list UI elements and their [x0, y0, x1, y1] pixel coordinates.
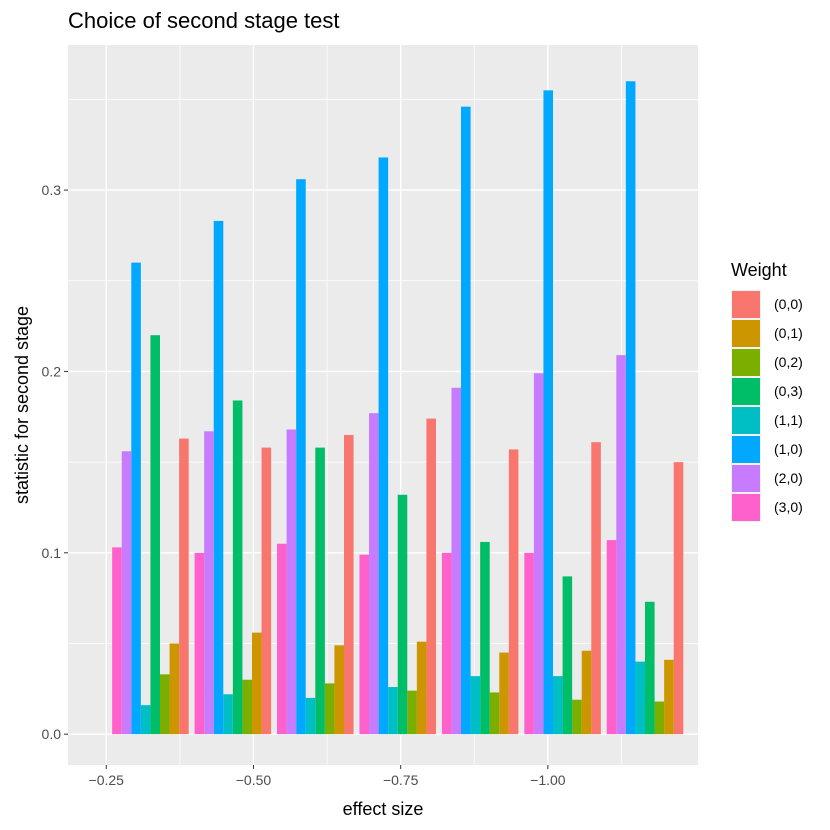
bar-(3,0)--1.75 [606, 540, 617, 735]
bar-(1,0)--0.25 [131, 262, 141, 735]
legend: Weight (0,0) (0,1) (0,2) (0,3) (1,1) (1,0) (2,… [731, 260, 803, 522]
bar-(0,2)--0.25 [159, 674, 170, 735]
legend-label: (0,0) [774, 296, 803, 312]
bar-(1,1)--0.25 [140, 705, 151, 735]
bar-(3,0)--1.25 [441, 552, 452, 735]
legend-label: (3,0) [774, 499, 803, 515]
bars [112, 81, 684, 735]
bar-(1,0)--0.50 [213, 220, 224, 735]
legend-swatch [732, 378, 760, 405]
y-tick-label: 0.0 [42, 726, 62, 742]
bar-(1,0)--0.75 [296, 179, 306, 735]
bar-(3,0)--0.75 [277, 543, 287, 735]
bar-(0,0)--0.75 [343, 434, 354, 735]
legend-item: (0,0) [731, 290, 803, 319]
bar-(0,1)--1.75 [664, 659, 674, 735]
legend-item: (0,3) [731, 377, 803, 406]
bar-(0,0)--0.25 [179, 438, 189, 735]
legend-label: (0,3) [774, 383, 803, 399]
bar-(0,2)--1.75 [654, 701, 665, 735]
legend-label: (1,0) [774, 441, 803, 457]
bar-(1,1)--1.75 [635, 661, 646, 735]
bar-(3,0)--0.50 [194, 552, 205, 735]
x-tick-label: −0.50 [236, 772, 272, 788]
bar-(0,2)--0.75 [324, 683, 335, 735]
legend-title: Weight [731, 260, 787, 280]
legend-label: (2,0) [774, 470, 803, 486]
legend-item: (0,2) [731, 348, 803, 377]
bar-(3,0)--1.50 [524, 552, 534, 735]
legend-item: (0,1) [731, 319, 803, 348]
legend-swatch [732, 494, 760, 521]
bar-(0,3)--0.50 [232, 400, 243, 735]
bar-(1,0)--1.50 [543, 90, 554, 735]
legend-item: (1,1) [731, 406, 803, 435]
y-axis-title: statistic for second stage [12, 306, 32, 504]
bar-(2,0)--1.50 [533, 373, 544, 735]
legend-label: (0,1) [774, 325, 803, 341]
legend-item: (3,0) [731, 493, 803, 522]
bar-(1,1)--0.75 [305, 697, 316, 735]
legend-swatch [732, 465, 760, 492]
x-tick-label: −0.75 [383, 772, 419, 788]
bar-(0,1)--1.50 [581, 650, 592, 735]
bar-(0,2)--0.50 [242, 679, 252, 735]
bar-(0,2)--1.25 [489, 692, 500, 735]
bar-(0,1)--1.00 [416, 641, 427, 735]
legend-swatch [732, 320, 760, 347]
bar-(0,3)--1.75 [645, 601, 655, 735]
bar-(0,3)--1.25 [480, 541, 490, 735]
bar-(2,0)--0.75 [286, 429, 297, 735]
legend-swatch [732, 349, 760, 376]
legend-item: (1,0) [731, 435, 803, 464]
bar-(0,1)--0.75 [334, 645, 344, 735]
x-tick-label: −0.25 [89, 772, 125, 788]
bar-(2,0)--0.50 [204, 431, 214, 735]
bar-(0,2)--1.50 [572, 699, 582, 735]
y-tick-label: 0.1 [42, 545, 62, 561]
bar-(2,0)--1.25 [451, 387, 462, 735]
bar-(1,1)--1.00 [388, 687, 398, 735]
bar-(1,0)--1.25 [461, 106, 471, 735]
bar-(1,0)--1.00 [378, 157, 389, 735]
x-tick-label: −1.00 [530, 772, 566, 788]
bar-(0,1)--0.50 [251, 632, 262, 735]
bar-(3,0)--1.00 [359, 554, 370, 735]
x-axis-title: effect size [343, 799, 424, 819]
bar-(2,0)--1.75 [616, 355, 626, 735]
bar-(0,0)--1.25 [508, 449, 519, 735]
bar-(0,2)--1.00 [407, 690, 417, 735]
legend-swatch [732, 407, 760, 434]
bar-(2,0)--0.25 [121, 451, 132, 735]
bar-(0,3)--0.75 [315, 447, 325, 735]
bar-(0,0)--1.50 [591, 442, 601, 735]
bar-(0,3)--1.50 [562, 576, 573, 735]
bar-(1,1)--1.25 [470, 676, 481, 735]
y-tick-label: 0.3 [42, 182, 62, 198]
bar-(1,0)--1.75 [625, 81, 636, 735]
axes: 0.0 0.1 0.2 0.3 −0.25 −0.50 −0.75 −1.00 [42, 182, 566, 788]
bar-(1,1)--1.50 [553, 676, 563, 735]
bar-(0,0)--1.00 [426, 418, 436, 735]
bar-(0,1)--0.25 [169, 643, 180, 735]
y-tick-label: 0.2 [42, 363, 62, 379]
bar-(0,0)--0.50 [261, 447, 272, 735]
bar-(0,0)--1.75 [673, 462, 684, 735]
bar-(0,3)--1.00 [397, 494, 408, 735]
legend-swatch [732, 291, 760, 318]
bar-(3,0)--0.25 [112, 547, 122, 735]
legend-label: (1,1) [774, 412, 803, 428]
bar-(0,1)--1.25 [499, 652, 509, 735]
bar-(1,1)--0.50 [223, 694, 233, 735]
bar-(2,0)--1.00 [369, 413, 379, 735]
legend-item: (2,0) [731, 464, 803, 493]
legend-swatch [732, 436, 760, 463]
bar-(0,3)--0.25 [150, 335, 160, 735]
chart-title: Choice of second stage test [68, 8, 340, 33]
legend-label: (0,2) [774, 354, 803, 370]
